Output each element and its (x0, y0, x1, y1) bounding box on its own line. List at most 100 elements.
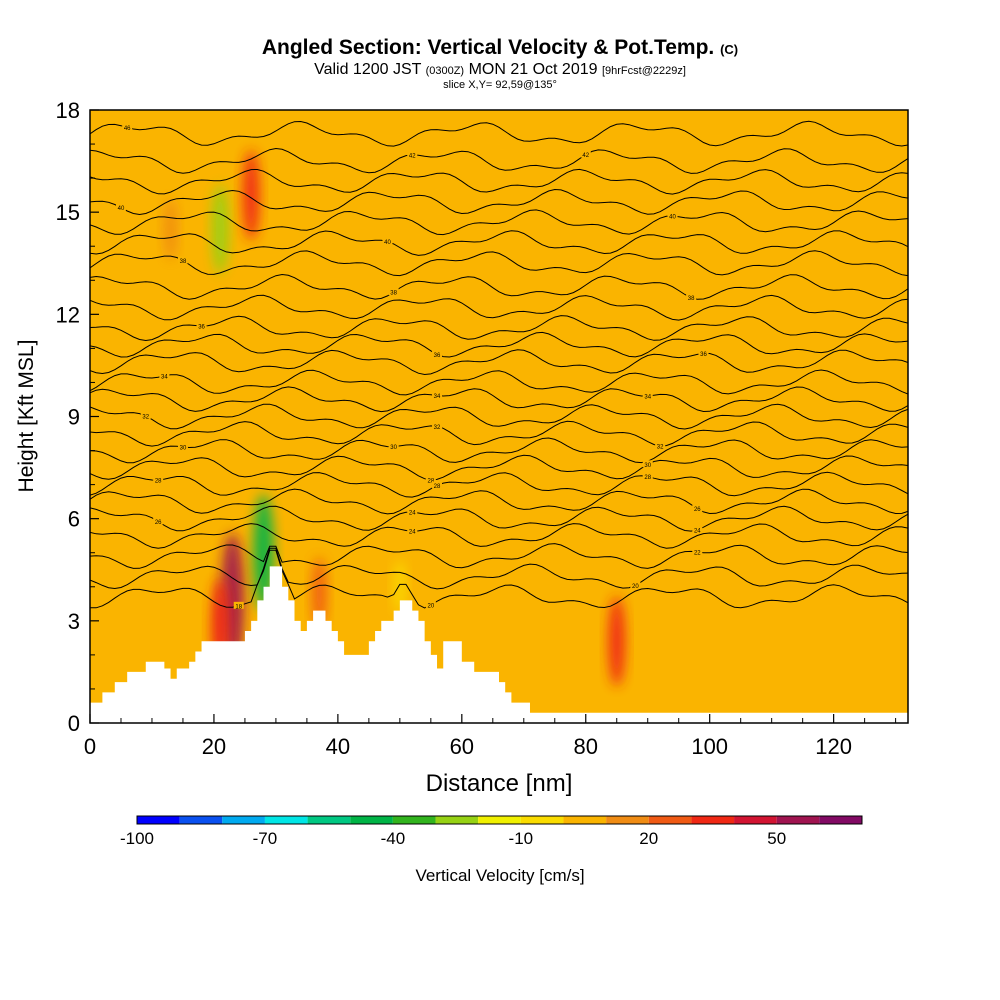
contour-label-bg (642, 391, 653, 399)
colorbar-swatch (392, 816, 436, 824)
theta-contour-15 (90, 420, 908, 447)
contour-label: 36 (700, 352, 707, 358)
x-tick-label: 40 (326, 734, 350, 759)
theta-contour-18 (90, 471, 908, 498)
contour-label-bg (196, 321, 207, 329)
contour-label: 40 (384, 240, 391, 246)
contour-label: 38 (688, 296, 695, 302)
forecast-info: [9hrFcst@2229z] (601, 65, 686, 77)
contour-label: 38 (390, 291, 397, 297)
contour-label: 32 (434, 425, 441, 431)
contour-label: 32 (142, 414, 149, 420)
contour-label: 24 (409, 511, 416, 517)
contour-label-bg (686, 293, 697, 301)
x-axis-label: Distance [nm] (426, 770, 573, 797)
contour-label: 26 (694, 507, 701, 513)
contour-label: 28 (644, 475, 651, 481)
theta-contour-0 (90, 120, 908, 147)
y-tick-label: 18 (56, 98, 80, 123)
theta-contours: 46 42 42 40 40 40 38 38 38 36 36 36 34 34 34 32 32 32 30 30… (90, 120, 908, 610)
contour-label: 34 (644, 394, 651, 400)
colorbar-swatch (648, 816, 692, 824)
colorbar-swatch (179, 816, 223, 824)
colorbar-swatch (819, 816, 862, 824)
velocity-cell-1 (242, 150, 260, 241)
contour-label-bg (140, 411, 151, 419)
colorbar-swatch (606, 816, 649, 824)
contour-label: 36 (198, 324, 205, 330)
colorbar-swatch (563, 816, 607, 824)
contour-label: 24 (409, 530, 416, 536)
theta-contour-19 (90, 488, 908, 515)
contour-label: 24 (694, 528, 701, 534)
contour-label: 40 (118, 206, 125, 212)
contour-label-bg (432, 422, 443, 430)
colorbar-tick-label: -10 (509, 829, 534, 848)
contour-label: 38 (180, 259, 187, 265)
y-tick-label: 6 (68, 507, 80, 532)
theta-contour-4 (90, 209, 908, 236)
colorbar-swatch (307, 816, 351, 824)
colorbar-swatch (350, 816, 393, 824)
contour-label-bg (382, 237, 393, 245)
theta-contour-16 (90, 437, 908, 464)
contour-label-bg (115, 203, 126, 211)
colorbar-swatch (776, 816, 820, 824)
contour-label: 28 (155, 479, 162, 485)
x-tick-label: 80 (574, 734, 598, 759)
contour-label-bg (425, 600, 436, 608)
contour-label: 26 (155, 520, 162, 526)
y-tick-label: 15 (56, 200, 80, 225)
theta-contour-8 (90, 294, 908, 321)
contour-label: 32 (657, 444, 664, 450)
contour-label: 36 (434, 353, 441, 359)
terrain (90, 566, 908, 723)
colorbar-tick-label: -40 (381, 829, 406, 848)
contour-label-bg (580, 150, 591, 158)
theta-contour-3 (90, 188, 908, 216)
x-tick-label: 60 (450, 734, 474, 759)
theta-contour-7 (90, 273, 908, 300)
contour-label-bg (407, 508, 418, 516)
contour-label: 22 (694, 551, 701, 557)
contour-label: 42 (409, 153, 416, 159)
contour-label: 18 (235, 604, 242, 610)
contour-label-bg (432, 481, 443, 489)
terrain-mask (90, 566, 908, 723)
y-tick-label: 3 (68, 609, 80, 634)
contour-label: 40 (669, 214, 676, 220)
x-tick-label: 20 (202, 734, 226, 759)
contour-label: 34 (434, 394, 441, 400)
contour-label-bg (122, 123, 133, 131)
contour-label: 20 (427, 603, 434, 609)
x-tick-label: 0 (84, 734, 96, 759)
x-tick-label: 100 (691, 734, 728, 759)
chart-title-suffix: (C) (720, 42, 739, 57)
contour-label-bg (692, 504, 703, 512)
valid-utc: (0300Z) (425, 65, 465, 77)
velocity-cell-5 (608, 596, 626, 687)
valid-date: MON 21 Oct 2019 (468, 61, 598, 78)
contour-label-bg (159, 371, 170, 379)
colorbar-label: Vertical Velocity [cm/s] (415, 866, 584, 885)
contour-label-bg (233, 601, 244, 609)
theta-contour-20 (90, 505, 908, 532)
theta-contour-9 (90, 315, 908, 342)
colorbar-swatch (435, 816, 479, 824)
velocity-cell-8 (163, 197, 178, 261)
colorbar-swatch (264, 816, 308, 824)
contour-label: 20 (632, 584, 639, 590)
theta-contour-5 (90, 230, 908, 256)
theta-contour-2 (90, 168, 908, 195)
contour-label-bg (692, 525, 703, 533)
contour-label-bg (153, 517, 164, 525)
contour-label: 42 (582, 153, 589, 159)
contour-label-bg (388, 288, 399, 296)
theta-contour-1 (90, 147, 908, 174)
colorbar-tick-label: -70 (253, 829, 278, 848)
contour-label-bg (667, 211, 678, 219)
contour-label: 30 (180, 445, 187, 451)
theta-contour-14 (90, 403, 908, 430)
